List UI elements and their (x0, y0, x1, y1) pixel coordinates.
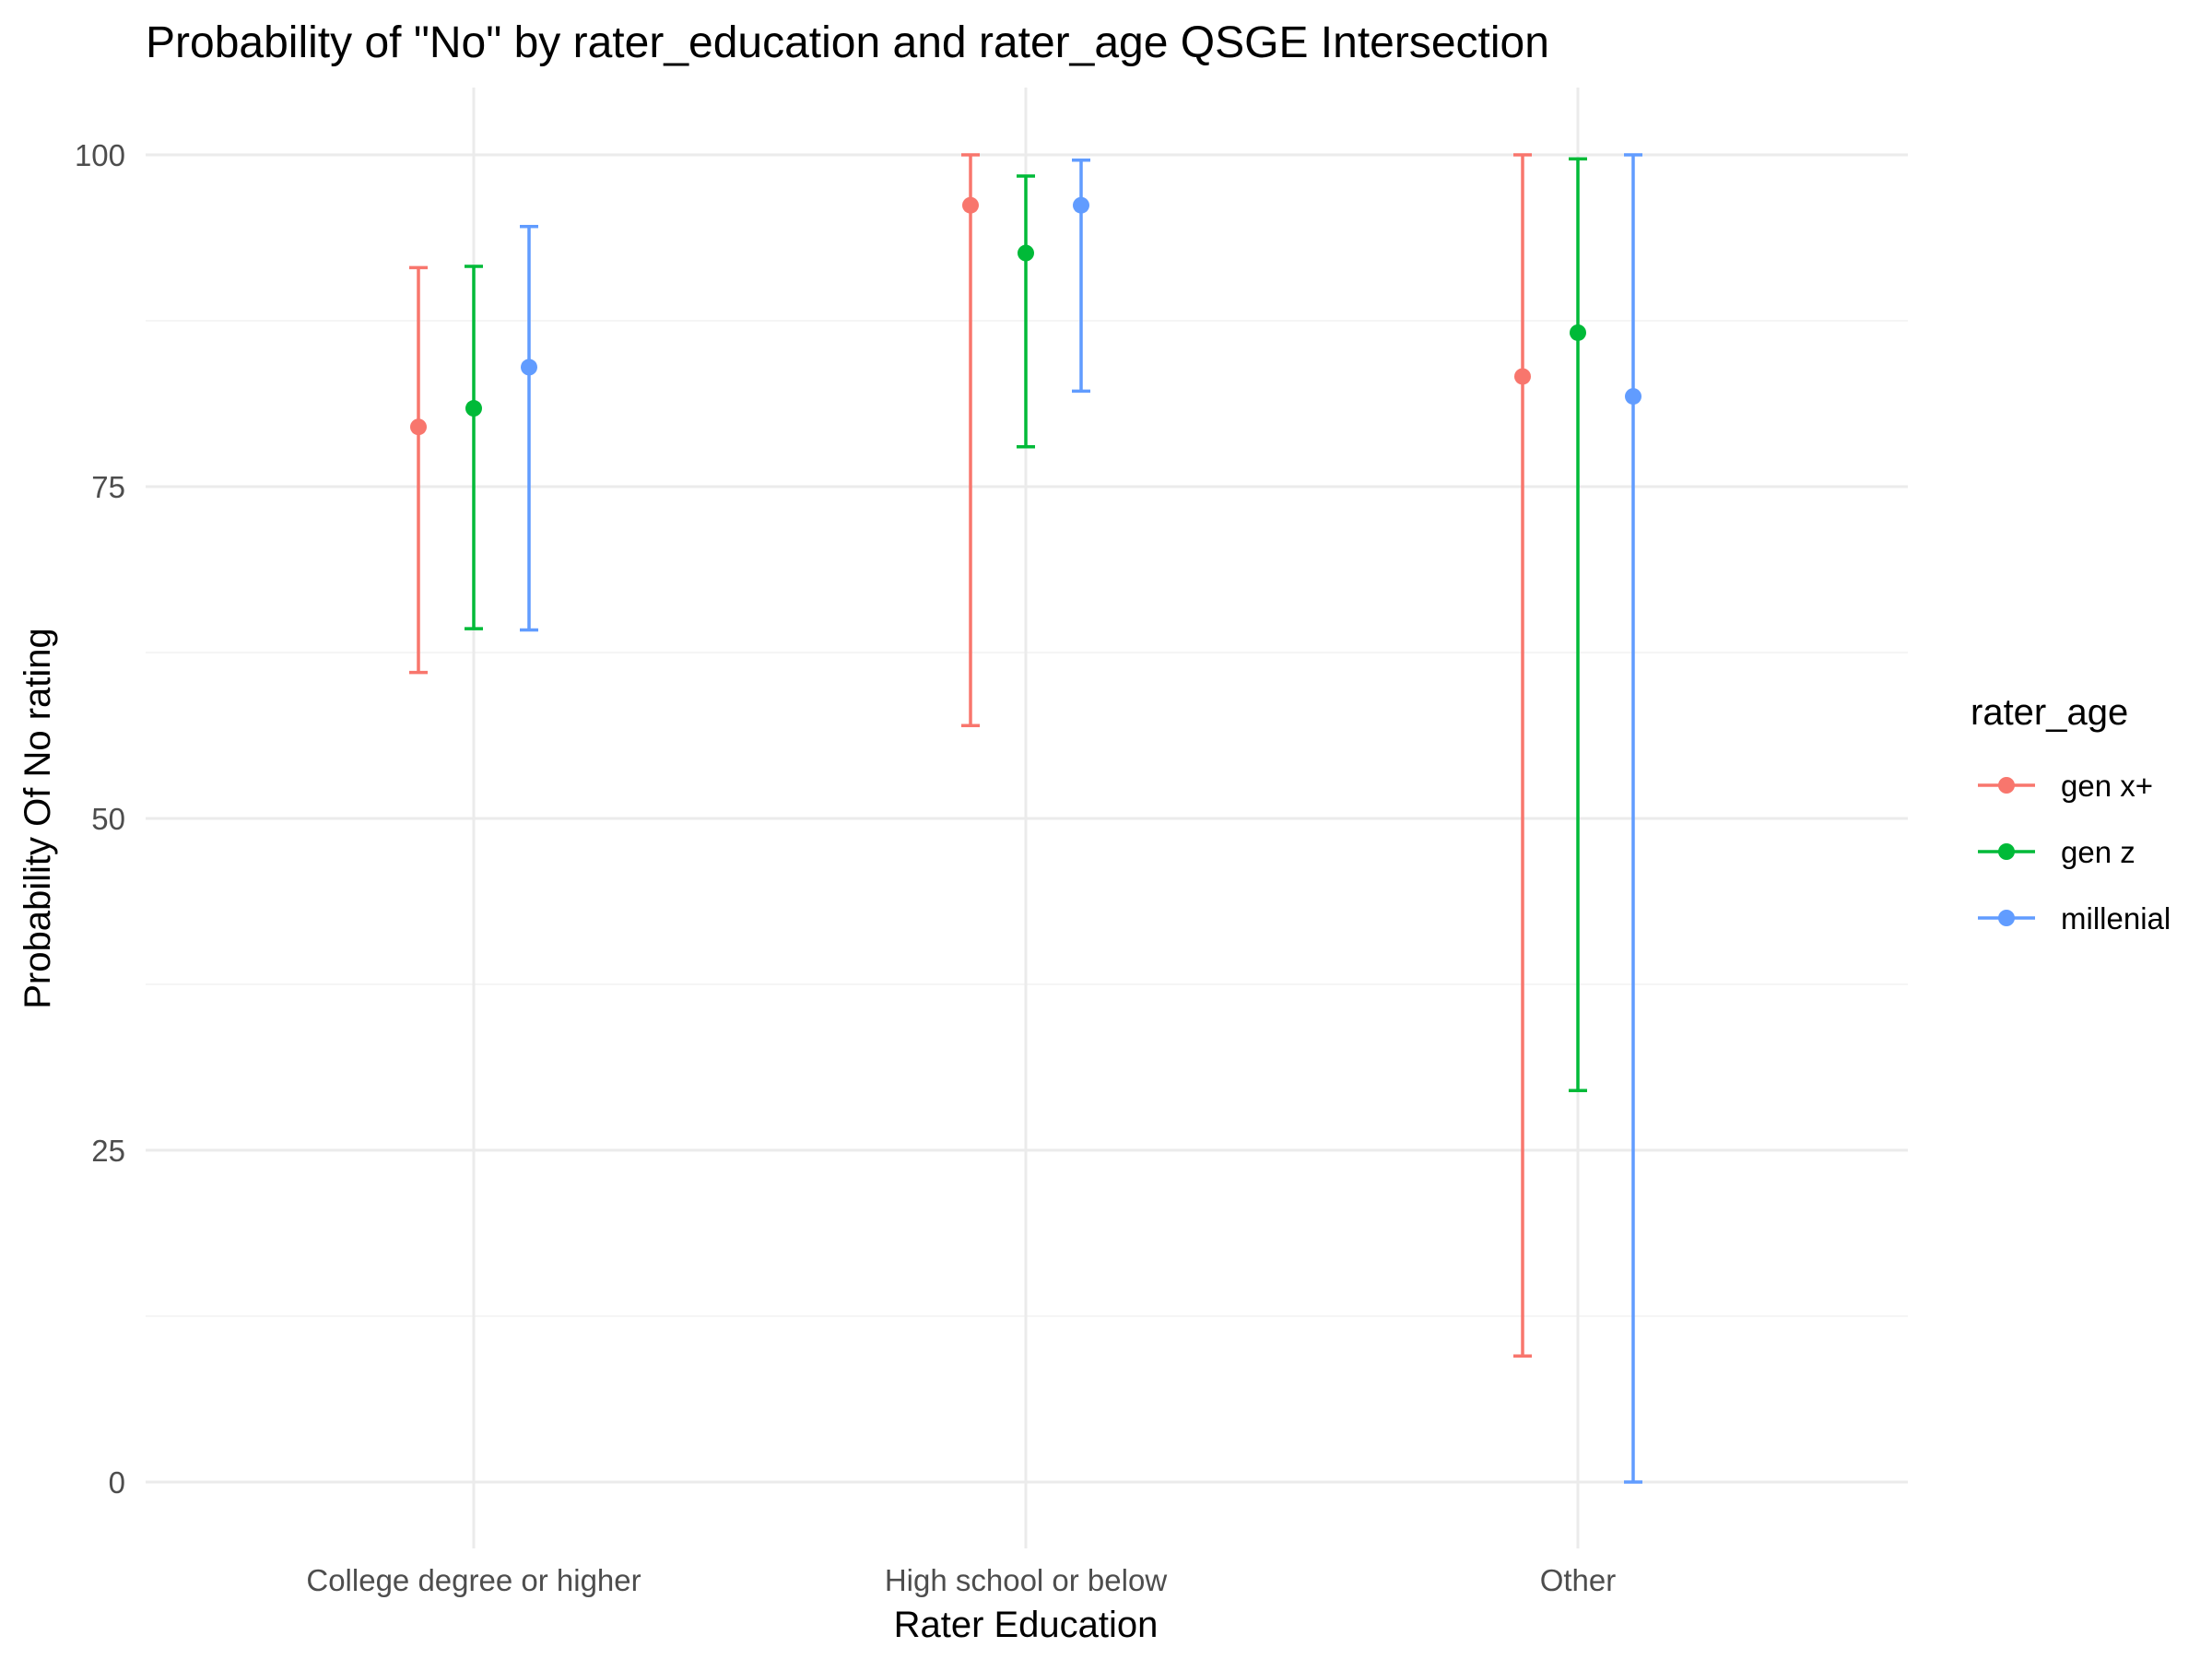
data-point (521, 359, 537, 376)
error-bar (1017, 174, 1035, 449)
x-tick-label: Other (1540, 1563, 1617, 1597)
x-axis-ticks: College degree or higher High school or b… (306, 1563, 1616, 1597)
legend-label: millenial (2061, 901, 2171, 935)
data-point (465, 400, 482, 418)
x-tick-label: College degree or higher (306, 1563, 641, 1597)
y-tick-label: 100 (75, 138, 125, 172)
error-bar (1072, 159, 1090, 394)
error-bar (520, 225, 538, 632)
legend-key-point (1998, 777, 2015, 794)
data-point (1514, 368, 1531, 385)
legend-key-point (1998, 910, 2015, 926)
data-point (1570, 324, 1586, 341)
data-point (1018, 244, 1034, 262)
legend-item: millenial (1978, 901, 2171, 935)
y-tick-label: 50 (91, 802, 125, 836)
error-bar (409, 265, 428, 675)
x-axis-title: Rater Education (894, 1605, 1159, 1645)
legend-item: gen z (1978, 835, 2136, 869)
chart-title: Probability of "No" by rater_education a… (146, 18, 1549, 67)
legend-key-point (1998, 843, 2015, 860)
y-axis-ticks: 0 25 50 75 100 (75, 138, 125, 1500)
data-point (410, 418, 427, 436)
data-point (962, 196, 979, 214)
data-point (1073, 196, 1089, 214)
error-bar (1624, 153, 1642, 1484)
y-axis-title: Probability Of No rating (18, 628, 58, 1009)
error-bar (1513, 153, 1532, 1358)
legend-label: gen z (2061, 835, 2136, 869)
data-point (1625, 388, 1641, 406)
y-tick-label: 25 (91, 1134, 125, 1168)
legend: rater_age gen x+ gen z millenial (1971, 692, 2171, 935)
legend-title: rater_age (1971, 692, 2128, 733)
legend-label: gen x+ (2061, 769, 2153, 803)
error-bar (1569, 157, 1587, 1092)
error-bar (961, 153, 980, 727)
plot-marks (409, 153, 1642, 1484)
y-tick-label: 75 (91, 470, 125, 504)
x-tick-label: High school or below (885, 1563, 1167, 1597)
legend-item: gen x+ (1978, 769, 2153, 803)
error-bar (465, 265, 483, 630)
y-tick-label: 0 (109, 1465, 125, 1500)
